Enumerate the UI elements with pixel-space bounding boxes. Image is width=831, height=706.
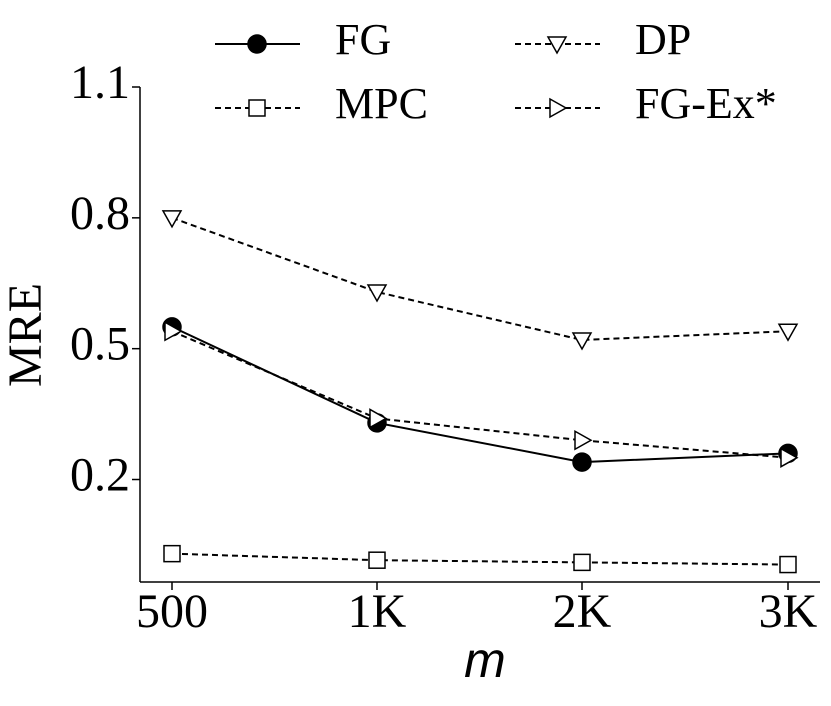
legend-marker	[248, 99, 266, 117]
y-tick-label: 0.5	[70, 318, 130, 371]
series-line	[171, 552, 789, 566]
y-axis-label: MRE	[0, 283, 52, 387]
legend-label: DP	[635, 15, 691, 64]
series-line	[171, 216, 789, 341]
legend-label: MPC	[335, 79, 428, 128]
point	[571, 332, 593, 351]
point	[777, 323, 799, 342]
x-tick-label: 1K	[348, 585, 407, 638]
x-tick-label: 500	[136, 585, 208, 638]
legend-marker	[549, 97, 568, 119]
x-tick-label: 3K	[759, 585, 818, 638]
point	[572, 452, 592, 472]
point	[574, 429, 593, 451]
legend-marker	[247, 34, 267, 54]
series-line	[171, 330, 789, 459]
y-tick-label: 0.2	[70, 449, 130, 502]
point	[369, 408, 388, 429]
point	[368, 551, 386, 569]
point	[161, 210, 183, 229]
series-line	[171, 325, 789, 464]
x-tick-label: 2K	[553, 585, 612, 638]
x-axis-label: m	[464, 632, 506, 688]
point	[366, 284, 388, 303]
point	[779, 555, 797, 574]
legend-label: FG-Ex*	[635, 79, 777, 128]
point	[163, 544, 181, 563]
point	[573, 553, 591, 572]
y-tick-label: 0.8	[70, 187, 130, 240]
point	[164, 320, 183, 342]
point	[780, 447, 799, 468]
legend-marker	[546, 36, 568, 55]
y-tick-label: 1.1	[70, 56, 130, 109]
legend-label: FG	[335, 15, 391, 64]
